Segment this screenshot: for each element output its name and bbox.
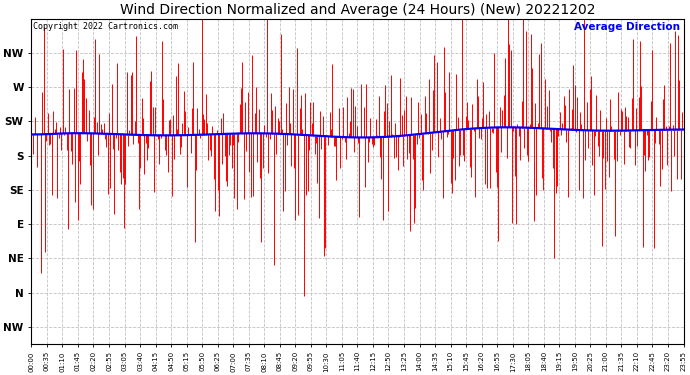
Title: Wind Direction Normalized and Average (24 Hours) (New) 20221202: Wind Direction Normalized and Average (2… <box>119 3 595 18</box>
Text: Average Direction: Average Direction <box>574 22 680 32</box>
Text: Copyright 2022 Cartronics.com: Copyright 2022 Cartronics.com <box>32 22 177 31</box>
